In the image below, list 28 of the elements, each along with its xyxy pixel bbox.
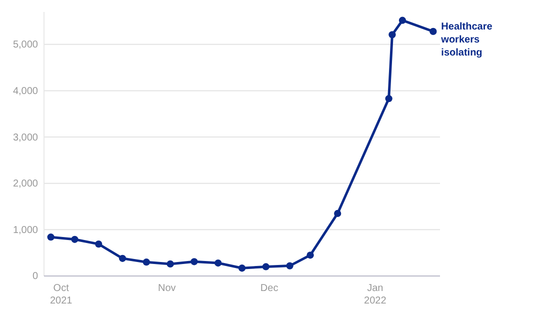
y-tick-label: 3,000 [12,132,38,144]
point [306,252,314,259]
point [388,31,396,38]
point [214,259,222,267]
point [71,236,78,243]
point [47,234,54,241]
point [334,210,342,218]
point [142,258,150,266]
x-tick-label: Jan 2022 [364,283,387,307]
y-tick-label: 0 [32,271,38,282]
y-tick-label: 1,000 [12,224,38,236]
y-tick-label: 5,000 [12,40,38,51]
point [190,258,198,266]
x-tick-label: Oct 2021 [50,283,73,307]
point [118,254,126,262]
point [430,28,437,36]
point [238,264,246,272]
point [398,16,406,24]
point [286,262,294,270]
point [166,260,174,268]
point [262,263,270,270]
annotation: Healthcare workers isolating [440,21,493,58]
point [95,240,102,248]
x-tick-label: Nov [158,283,176,294]
point [385,95,392,102]
y-tick-label: 4,000 [12,86,38,97]
y-tick-label: 2,000 [12,178,38,190]
x-tick-label: Dec [260,283,278,294]
